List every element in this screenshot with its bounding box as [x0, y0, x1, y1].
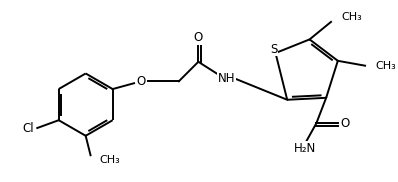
Text: Cl: Cl	[23, 122, 34, 135]
Text: O: O	[194, 31, 203, 44]
Text: O: O	[340, 117, 349, 130]
Text: O: O	[136, 75, 146, 88]
Text: H₂N: H₂N	[294, 142, 316, 155]
Text: S: S	[270, 43, 277, 56]
Text: CH₃: CH₃	[376, 61, 396, 71]
Text: CH₃: CH₃	[342, 12, 363, 22]
Text: NH: NH	[218, 72, 235, 85]
Text: CH₃: CH₃	[100, 155, 120, 165]
